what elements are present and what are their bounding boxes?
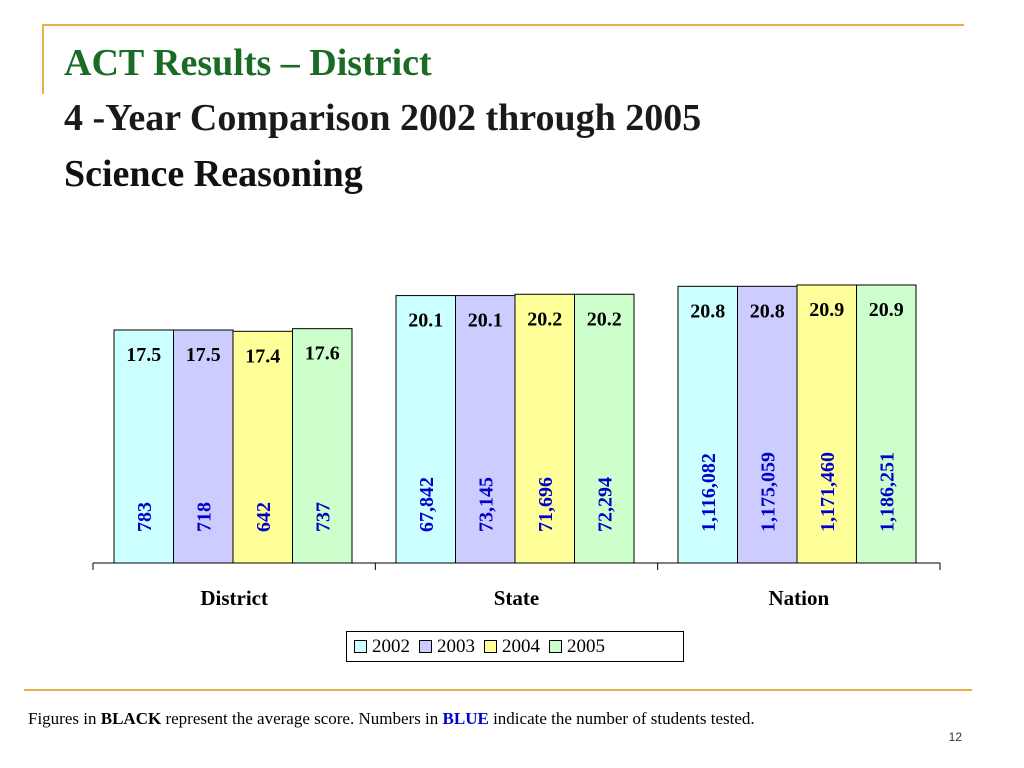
score-label-district-2003: 17.5 [186,344,221,366]
bar-state-2005 [574,293,635,564]
score-label-nation-2002: 20.8 [690,300,725,322]
score-label-state-2004: 20.2 [527,308,562,330]
footnote-blue-word: BLUE [442,709,489,728]
count-label-nation-2002: 1,116,082 [698,453,720,532]
slide-subtitle: 4 -Year Comparison 2002 through 2005 [64,97,702,139]
category-label-nation: Nation [768,586,829,610]
count-label-district-2005: 737 [312,502,334,532]
score-label-district-2002: 17.5 [126,344,161,366]
chart-legend: 2002 2003 2004 2005 [346,631,684,662]
bar-district-2003 [173,329,234,564]
legend-swatch-2003 [419,640,432,653]
count-label-state-2002: 67,842 [416,477,438,532]
legend-label-2004: 2004 [502,635,540,657]
count-label-state-2004: 71,696 [535,477,557,532]
legend-item-2005: 2005 [549,636,605,658]
category-label-state: State [494,586,540,610]
score-label-state-2005: 20.2 [587,308,622,330]
count-label-district-2003: 718 [193,502,215,532]
footnote-part3: indicate the number of students tested. [488,709,755,728]
bar-state-2004 [514,293,575,564]
slide-subject: Science Reasoning [64,153,363,195]
count-label-state-2005: 72,294 [594,477,616,532]
score-label-state-2002: 20.1 [408,310,443,332]
score-label-district-2004: 17.4 [245,345,280,367]
bottom-rule [24,689,972,691]
count-label-district-2002: 783 [134,502,156,532]
bar-nation-2002 [677,285,738,564]
count-label-district-2004: 642 [253,502,275,532]
legend-label-2003: 2003 [437,635,475,657]
category-label-district: District [200,586,268,610]
bar-nation-2003 [737,285,798,564]
slide-number: 12 [948,730,962,744]
bar-state-2002 [395,295,456,564]
bar-nation-2005 [856,284,917,564]
count-label-state-2003: 73,145 [475,477,497,532]
score-label-nation-2004: 20.9 [809,299,844,321]
legend-item-2002: 2002 [354,636,410,658]
footnote-part2: represent the average score. Numbers in [161,709,443,728]
count-label-nation-2004: 1,171,460 [817,452,839,532]
bar-nation-2004 [796,284,857,564]
left-rule [42,24,44,94]
score-label-nation-2003: 20.8 [750,300,785,322]
legend-label-2002: 2002 [372,635,410,657]
bar-district-2005 [292,328,353,564]
score-label-district-2005: 17.6 [305,343,340,365]
count-label-nation-2003: 1,175,059 [757,452,779,532]
legend-swatch-2002 [354,640,367,653]
legend-item-2004: 2004 [484,636,540,658]
legend-label-2005: 2005 [567,635,605,657]
legend-swatch-2004 [484,640,497,653]
legend-swatch-2005 [549,640,562,653]
footnote-black-word: BLACK [100,709,162,728]
footnote-part1: Figures in [28,709,101,728]
score-label-nation-2005: 20.9 [869,299,904,321]
footnote: Figures in BLACK represent the average s… [28,709,755,729]
count-label-nation-2005: 1,186,251 [876,452,898,532]
bar-state-2003 [455,295,516,564]
top-rule [42,24,964,26]
slide-title: ACT Results – District [64,42,432,84]
legend-item-2003: 2003 [419,636,475,658]
score-label-state-2003: 20.1 [468,310,503,332]
